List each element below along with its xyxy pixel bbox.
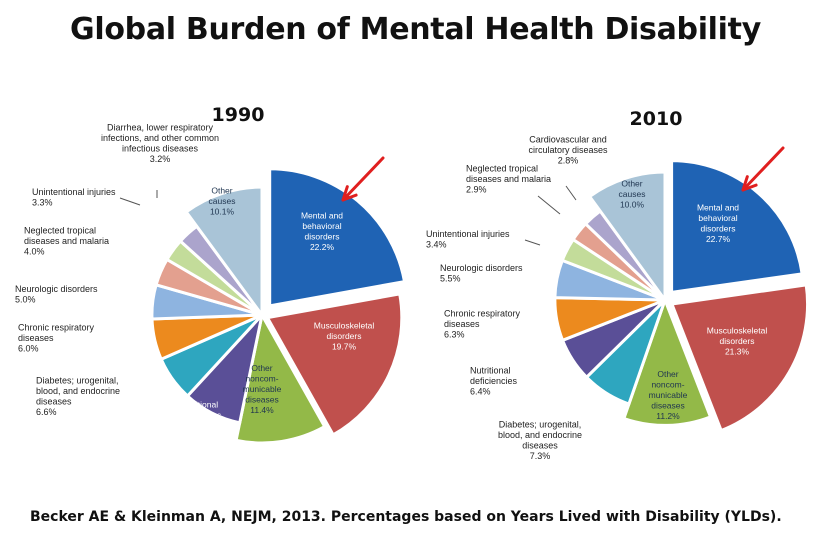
leader-line-2010-cardio bbox=[565, 185, 577, 201]
slice-label-2010-mental: Mental and behavioral disorders 22.7% bbox=[697, 202, 739, 244]
chart-title-1990: 1990 bbox=[212, 104, 265, 126]
citation: Becker AE & Kleinman A, NEJM, 2013. Perc… bbox=[30, 509, 782, 525]
pie-slice-2010-musculo bbox=[669, 283, 810, 433]
slice-label-2010-tropical: Neglected tropical diseases and malaria 2.… bbox=[466, 164, 551, 195]
pie-chart-1990: 1990 Mental and behavioral disorders 22.2% Mu… bbox=[15, 104, 407, 445]
leader-line-2010-unintentional bbox=[524, 239, 541, 246]
leader-line-1990-unintentional bbox=[119, 197, 141, 206]
pie-slice-1990-other bbox=[184, 185, 264, 320]
pie-slice-1990-noncomm bbox=[234, 310, 327, 445]
slice-label-1990-unintentional: Unintentional injuries 3.3% bbox=[32, 187, 116, 208]
red-arrow-icon bbox=[341, 156, 385, 202]
slice-label-1990-neurologic: Neurologic disorders 5.0% bbox=[15, 284, 98, 305]
slice-label-1990-other: Other causes 10.1% bbox=[209, 186, 236, 217]
chart-title-2010: 2010 bbox=[630, 108, 683, 130]
red-arrow-icon bbox=[741, 146, 785, 192]
pie-slice-1990-musculo bbox=[265, 292, 404, 437]
pie-slice-2010-other bbox=[587, 170, 667, 305]
slice-label-2010-other: Other causes 10.0% bbox=[619, 179, 646, 210]
slice-label-2010-diabetes: Diabetes; urogenital, blood, and endocrin… bbox=[498, 419, 582, 461]
slice-label-2010-cardio: Cardiovascular and circulatory diseases 2.… bbox=[528, 135, 608, 166]
slice-label-1990-nutritional: Nutritional deficiencies 8.6% bbox=[177, 400, 221, 431]
pie-charts: 1990 Mental and behavioral disorders 22.2% Mu… bbox=[15, 104, 810, 461]
slice-label-1990-noncomm: Other noncom-municable diseases 11.4% bbox=[243, 363, 282, 415]
slice-label-1990-diabetes: Diabetes; urogenital, blood, and endocrin… bbox=[36, 375, 120, 417]
slice-label-2010-musculo: Musculoskeletal disorders 21.3% bbox=[707, 326, 768, 357]
slice-label-2010-noncomm: Other noncom-municable diseases 11.2% bbox=[649, 369, 688, 421]
page-title: Global Burden of Mental Health Disabilit… bbox=[70, 12, 761, 47]
slice-label-2010-chronic: Chronic respiratory diseases 6.3% bbox=[444, 309, 521, 340]
leader-line-2010-tropical bbox=[537, 195, 561, 215]
slice-label-1990-chronic: Chronic respiratory diseases 6.0% bbox=[18, 323, 95, 354]
slice-label-1990-musculo: Musculoskeletal disorders 19.7% bbox=[314, 321, 375, 352]
pie-slice-2010-mental bbox=[670, 159, 804, 295]
slice-label-2010-unintentional: Unintentional injuries 3.4% bbox=[426, 229, 510, 250]
pie-slice-1990-mental bbox=[268, 167, 407, 308]
pie-chart-2010: 2010 Mental and behavioral disorders 22.7% Mu… bbox=[426, 108, 810, 461]
slice-label-1990-mental: Mental and behavioral disorders 22.2% bbox=[301, 210, 343, 252]
pie-slice-2010-noncomm bbox=[621, 295, 713, 427]
slice-label-2010-neurologic: Neurologic disorders 5.5% bbox=[440, 263, 523, 284]
slice-label-1990-tropical: Neglected tropical diseases and malaria 4.… bbox=[24, 226, 109, 257]
slice-label-1990-diarrhea: Diarrhea, lower respiratory infections, a… bbox=[101, 122, 219, 164]
slice-label-2010-nutritional: Nutritional deficiencies 6.4% bbox=[470, 366, 518, 397]
